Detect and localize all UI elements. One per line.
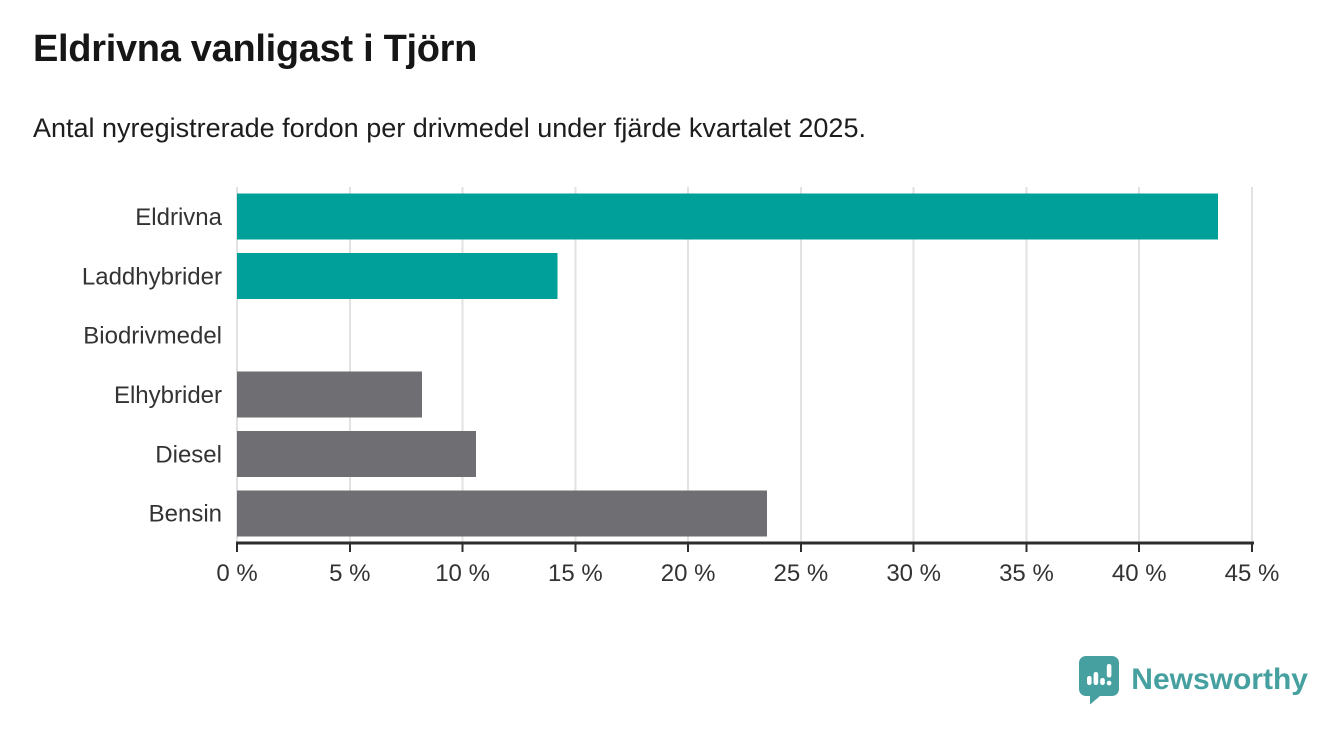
x-tick-label: 30 %: [886, 560, 941, 587]
chart-title: Eldrivna vanligast i Tjörn: [33, 28, 478, 70]
x-tick-label: 0 %: [216, 560, 257, 587]
chart-subtitle: Antal nyregistrerade fordon per drivmede…: [33, 113, 866, 143]
category-label-bensin: Bensin: [149, 501, 222, 528]
category-label-laddhybrider: Laddhybrider: [82, 263, 222, 290]
x-tick-label: 20 %: [661, 560, 716, 587]
x-tick-label: 45 %: [1225, 560, 1280, 587]
bar-eldrivna: [237, 193, 1219, 240]
x-tick-label: 10 %: [435, 560, 490, 587]
category-label-diesel: Diesel: [155, 441, 222, 468]
bar-elhybrider: [237, 371, 422, 418]
x-tick-label: 25 %: [774, 560, 829, 587]
newsworthy-logo-icon: [1079, 656, 1120, 705]
bar-diesel: [237, 431, 477, 477]
x-tick-label: 5 %: [329, 560, 370, 587]
brand-footer: Newsworthy: [1078, 655, 1308, 705]
x-tick-label: 15 %: [548, 560, 603, 587]
bar-laddhybrider: [237, 253, 558, 299]
brand-name: Newsworthy: [1131, 663, 1308, 696]
bar-bensin: [237, 490, 768, 537]
x-tick-label: 40 %: [1112, 560, 1167, 587]
category-label-elhybrider: Elhybrider: [114, 382, 222, 409]
x-tick-label: 35 %: [999, 560, 1054, 587]
category-label-eldrivna: Eldrivna: [135, 204, 222, 231]
category-label-biodrivmedel: Biodrivmedel: [83, 323, 222, 350]
